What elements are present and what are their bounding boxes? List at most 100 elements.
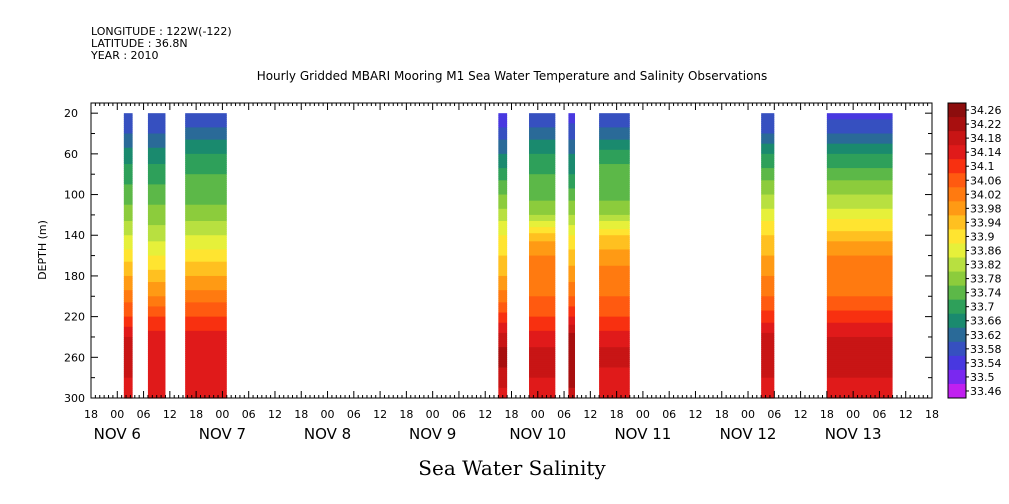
salinity-cell [529,249,556,253]
salinity-cell [599,359,630,362]
salinity-cell [599,145,630,149]
salinity-cell [599,119,630,122]
salinity-cell [529,367,556,371]
x-tick-label: 06 [557,408,571,421]
salinity-cell [185,196,227,200]
colorbar-swatch [948,285,966,301]
salinity-cell [529,292,556,295]
x-tick-label: 00 [215,408,229,421]
salinity-cell [568,286,576,289]
salinity-cell [761,117,775,120]
salinity-cell [498,200,508,204]
salinity-cell [147,332,166,336]
salinity-cell [529,263,556,267]
salinity-cell [761,243,775,247]
salinity-cell [568,328,576,332]
salinity-cell [123,280,133,283]
salinity-cell [498,168,508,171]
salinity-cell [529,135,556,139]
salinity-cell [185,249,227,253]
salinity-cell [761,357,775,360]
salinity-cell [498,314,508,318]
salinity-cell [529,145,556,149]
salinity-cell [761,239,775,242]
salinity-cell [568,332,576,336]
salinity-cell [826,172,893,175]
salinity-segment [761,113,775,399]
salinity-cell [529,170,556,173]
salinity-cell [529,214,556,218]
salinity-cell [761,127,775,131]
salinity-cell [761,341,775,344]
salinity-cell [568,357,576,360]
salinity-cell [568,113,576,116]
y-tick-label: 180 [64,270,85,283]
salinity-cell [826,267,893,271]
salinity-cell [568,387,576,391]
salinity-cell [568,292,576,295]
salinity-cell [761,318,775,322]
salinity-cell [123,235,133,238]
salinity-cell [498,241,508,244]
salinity-cell [826,133,893,137]
salinity-cell [185,214,227,218]
salinity-cell [185,216,227,220]
salinity-cell [185,395,227,399]
salinity-cell [529,359,556,362]
salinity-cell [147,343,166,346]
salinity-cell [568,365,576,369]
colorbar-label: 34.14 [970,146,1002,159]
x-tick-label: 06 [452,408,466,421]
salinity-cell [761,216,775,220]
salinity-cell [599,143,630,147]
salinity-cell [123,223,133,226]
salinity-cell [599,206,630,210]
salinity-cell [826,206,893,210]
salinity-cell [826,389,893,393]
salinity-cell [761,265,775,269]
salinity-cell [761,135,775,139]
salinity-cell [599,194,630,198]
salinity-cell [826,249,893,253]
salinity-cell [568,202,576,206]
salinity-cell [761,375,775,379]
salinity-cell [529,328,556,332]
salinity-cell [147,212,166,216]
salinity-cell [568,125,576,129]
salinity-cell [123,322,133,326]
salinity-cell [498,263,508,267]
salinity-cell [185,259,227,263]
salinity-cell [826,151,893,155]
salinity-cell [761,393,775,397]
salinity-cell [498,277,508,281]
salinity-cell [185,373,227,377]
salinity-cell [599,395,630,399]
salinity-cell [185,202,227,206]
salinity-cell [826,237,893,240]
salinity-cell [498,290,508,293]
x-day-label: NOV 10 [509,425,566,443]
salinity-cell [123,247,133,251]
salinity-cell [529,221,556,224]
salinity-cell [123,326,133,330]
salinity-cell [826,326,893,330]
x-tick-label: 12 [794,408,808,421]
salinity-cell [123,137,133,141]
salinity-cell [529,391,556,395]
salinity-cell [761,221,775,224]
salinity-cell [599,280,630,283]
salinity-cell [123,162,133,165]
salinity-cell [826,198,893,202]
x-tick-label: 00 [846,408,860,421]
salinity-cell [147,308,166,312]
salinity-cell [529,345,556,348]
x-tick-label: 12 [478,408,492,421]
salinity-cell [185,310,227,314]
salinity-cell [123,200,133,204]
salinity-cell [599,341,630,344]
salinity-cell [826,365,893,369]
salinity-cell [529,320,556,324]
salinity-cell [761,363,775,367]
salinity-cell [498,282,508,285]
salinity-cell [599,308,630,312]
